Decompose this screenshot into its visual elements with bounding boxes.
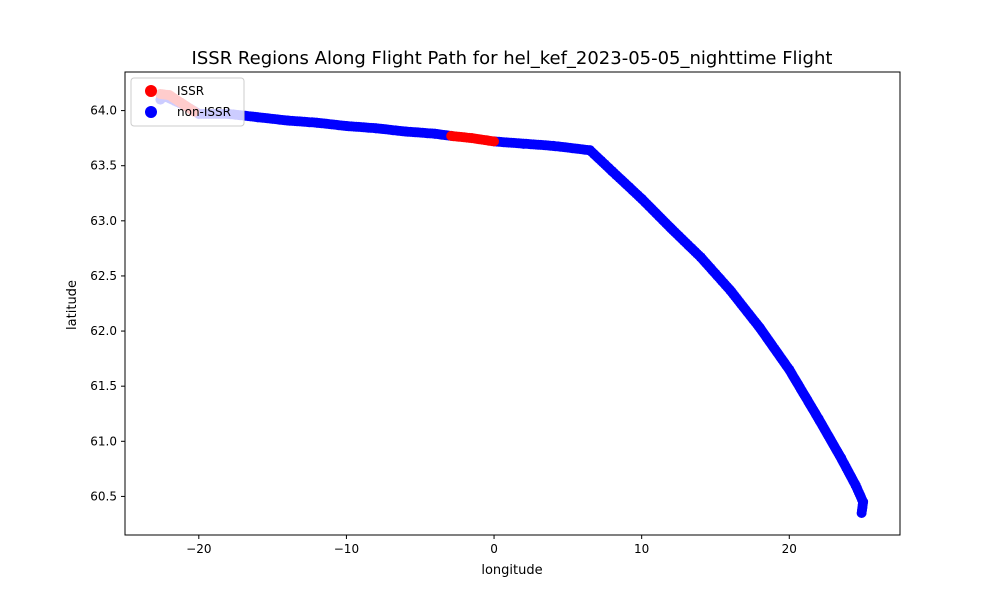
x-tick-label: 20 [782,542,797,556]
legend-label-issr: ISSR [177,84,204,98]
y-tick-label: 63.5 [90,159,117,173]
y-tick-label: 62.5 [90,269,117,283]
legend-frame [130,77,245,127]
legend: ISSR non-ISSR [130,77,245,127]
y-tick-label: 63.0 [90,214,117,228]
y-tick-label: 64.0 [90,104,117,118]
legend-marker-issr [145,85,157,97]
y-tick-label: 61.5 [90,379,117,393]
y-tick-label: 61.0 [90,434,117,448]
y-axis-ticks: 60.5 61.0 61.5 62.0 62.5 63.0 63.5 64.0 [90,104,125,503]
x-tick-label: 0 [490,542,498,556]
chart-title: ISSR Regions Along Flight Path for hel_k… [192,48,833,69]
non-issr-point [856,508,867,518]
x-axis-ticks: −20 −10 0 10 20 [186,535,797,556]
y-tick-label: 60.5 [90,489,117,503]
legend-marker-non-issr [145,106,157,118]
y-axis-label: latitude [65,280,80,330]
x-axis-label: longitude [481,563,542,578]
legend-label-non-issr: non-ISSR [177,105,231,119]
x-tick-label: −20 [186,542,211,556]
issr-point [489,136,499,147]
plot-area-frame [124,71,901,536]
x-tick-label: −10 [334,542,359,556]
x-tick-label: 10 [634,542,649,556]
y-tick-label: 62.0 [90,324,117,338]
